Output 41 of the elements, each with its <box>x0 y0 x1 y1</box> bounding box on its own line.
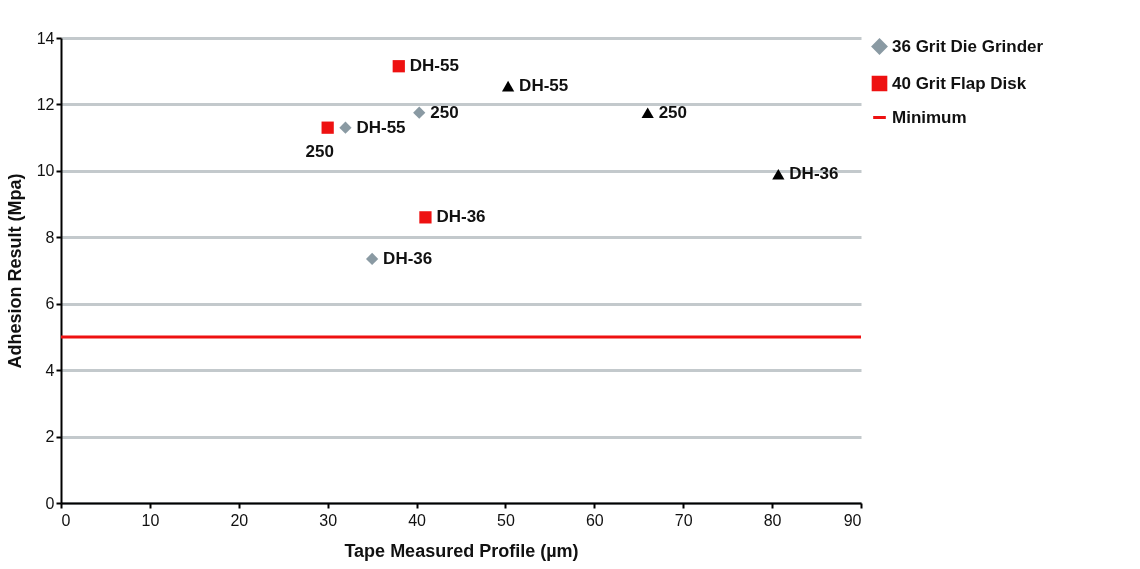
point <box>772 168 785 180</box>
annotation: 250 <box>430 102 459 122</box>
legend-label: Minimum <box>892 107 967 127</box>
point <box>321 121 334 134</box>
y-tick-label: 4 <box>45 361 55 379</box>
x-tick-label: 40 <box>408 511 427 529</box>
y-tick-label: 10 <box>36 162 55 180</box>
y-tick-label: 8 <box>45 228 55 246</box>
y-tick-label: 6 <box>45 295 55 313</box>
point <box>419 211 432 224</box>
annotation: DH-36 <box>436 207 486 227</box>
point <box>641 107 654 119</box>
point <box>392 60 405 73</box>
annotation: 250 <box>658 102 688 122</box>
y-tick-label: 12 <box>36 95 55 113</box>
x-tick-label: 80 <box>763 511 782 529</box>
point <box>413 106 426 119</box>
legend-label: 40 Grit Flap Disk <box>892 73 1027 93</box>
annotation: DH-55 <box>356 117 406 137</box>
annotation: DH-36 <box>383 248 433 268</box>
x-tick-label: 60 <box>585 511 604 529</box>
y-tick-label: 14 <box>36 29 55 47</box>
point <box>339 121 352 134</box>
x-tick-label: 30 <box>319 511 338 529</box>
x-tick-label: 10 <box>141 511 160 529</box>
annotation: DH-55 <box>409 56 459 76</box>
legend-label: 36 Grit Die Grinder <box>892 36 1044 56</box>
point <box>501 80 515 92</box>
x-tick-label: 0 <box>61 511 71 529</box>
y-tick-label: 0 <box>45 494 55 512</box>
annotation: DH-55 <box>519 76 569 96</box>
y-axis-title: Adhesion Result (Mpa) <box>4 173 25 369</box>
x-axis-title: Tape Measured Profile (µm) <box>344 540 579 561</box>
x-tick-label: 90 <box>843 511 862 529</box>
annotation: 250 <box>305 141 334 161</box>
x-tick-label: 20 <box>230 511 249 529</box>
x-tick-label: 70 <box>674 511 693 529</box>
point <box>365 252 379 265</box>
annotation: DH-36 <box>789 164 839 184</box>
x-tick-label: 50 <box>497 511 515 529</box>
y-tick-label: 2 <box>45 428 55 446</box>
